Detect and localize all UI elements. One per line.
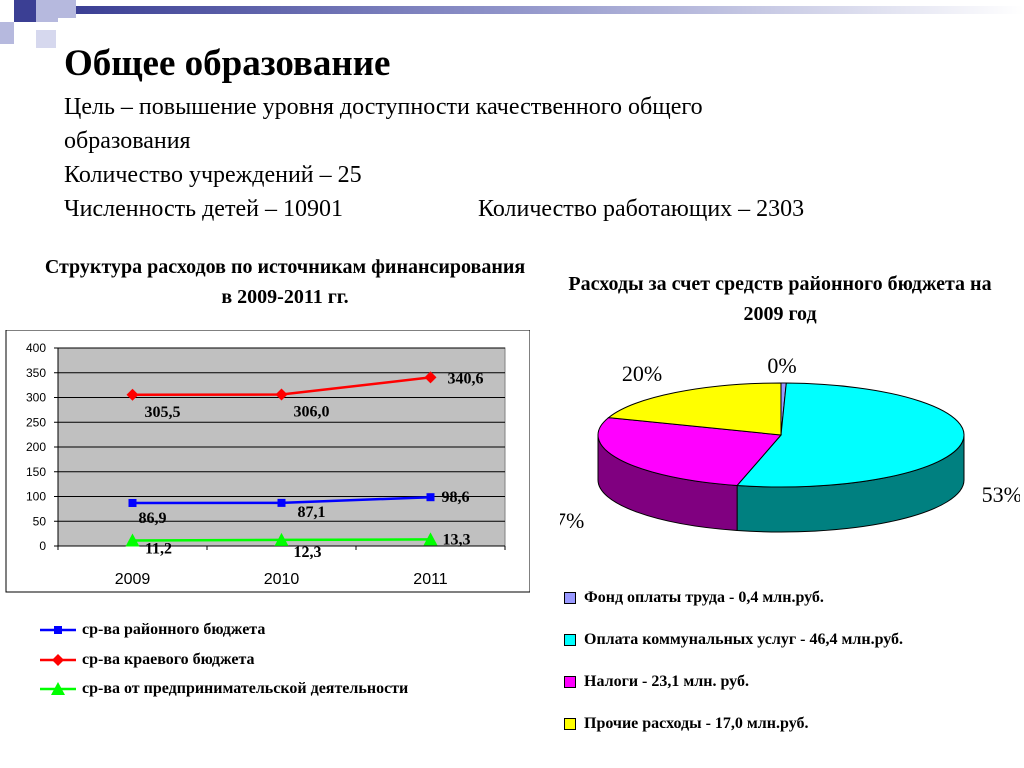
data-point	[423, 532, 438, 546]
institutions-count: Количество учреждений – 25	[64, 162, 362, 188]
data-point	[126, 388, 139, 401]
y-tick-label: 300	[26, 391, 46, 405]
data-label: 12,3	[294, 544, 322, 561]
y-tick-label: 400	[26, 341, 46, 355]
pie-chart: 0% 53% 27% 20%	[560, 353, 1020, 533]
data-point	[274, 532, 289, 546]
data-point	[275, 388, 288, 401]
legend-swatch-wages	[564, 592, 576, 604]
data-point	[128, 498, 137, 507]
pie-slice-label: 27%	[560, 508, 584, 533]
x-tick-label: 2010	[264, 571, 300, 588]
legend-marker-regional	[40, 654, 76, 666]
legend-regional: ср-ва краевого бюджета	[82, 651, 255, 668]
y-tick-label: 250	[26, 415, 46, 429]
legend-business: ср-ва от предпринимательской деятельност…	[82, 680, 409, 697]
data-label: 11,2	[145, 540, 172, 557]
x-tick-label: 2009	[115, 571, 151, 588]
pie-slice-label: 53%	[982, 482, 1020, 507]
page-title: Общее образование	[64, 43, 391, 84]
legend-swatch-taxes	[564, 676, 576, 688]
data-point	[125, 533, 140, 547]
data-label: 98,6	[442, 489, 470, 506]
legend-utilities: Оплата коммунальных услуг - 46,4 млн.руб…	[584, 631, 904, 648]
children-count: Численность детей – 10901	[64, 196, 343, 222]
pie-slice	[597, 417, 783, 486]
x-tick-label: 2011	[413, 571, 448, 588]
data-label: 306,0	[294, 404, 330, 421]
legend-other: Прочие расходы - 17,0 млн.руб.	[584, 715, 809, 732]
legend-district: ср-ва районного бюджета	[82, 621, 266, 638]
y-tick-label: 200	[26, 440, 46, 454]
pie-chart-title: Расходы за счет средств районного бюджет…	[568, 273, 992, 325]
data-point	[424, 371, 437, 384]
goal-line-1: Цель – повышение уровня доступности каче…	[64, 94, 703, 120]
data-label: 86,9	[139, 510, 167, 527]
legend-swatch-utilities	[564, 634, 576, 646]
legend-wages: Фонд оплаты труда - 0,4 млн.руб.	[584, 589, 824, 606]
pie-slice-label: 20%	[622, 361, 662, 386]
pie-slice	[736, 382, 965, 488]
pie-slice	[607, 382, 782, 436]
data-label: 305,5	[145, 404, 181, 421]
y-tick-label: 50	[33, 514, 47, 528]
decor-top-bar	[76, 6, 1024, 14]
line-chart: 0 50 100 150 200 250 300 350 400 2009 2010 2011 86,9…	[5, 330, 530, 593]
pie-slice-label: 0%	[767, 353, 796, 378]
y-tick-label: 150	[26, 465, 46, 479]
workers-count: Количество работающих – 2303	[478, 196, 805, 222]
legend-swatch-other	[564, 718, 576, 730]
data-label: 340,6	[448, 370, 484, 387]
data-label: 87,1	[298, 504, 326, 521]
data-point	[277, 498, 286, 507]
data-point	[426, 493, 435, 502]
y-tick-label: 0	[39, 539, 46, 553]
legend-marker-district	[40, 626, 76, 634]
y-tick-label: 100	[26, 490, 46, 504]
line-chart-title: Структура расходов по источникам финанси…	[44, 256, 526, 308]
y-tick-label: 350	[26, 366, 46, 380]
data-label: 13,3	[443, 531, 471, 548]
goal-line-2: образования	[64, 128, 191, 154]
legend-taxes: Налоги - 23,1 млн. руб.	[584, 673, 749, 690]
legend-marker-business	[40, 682, 76, 695]
